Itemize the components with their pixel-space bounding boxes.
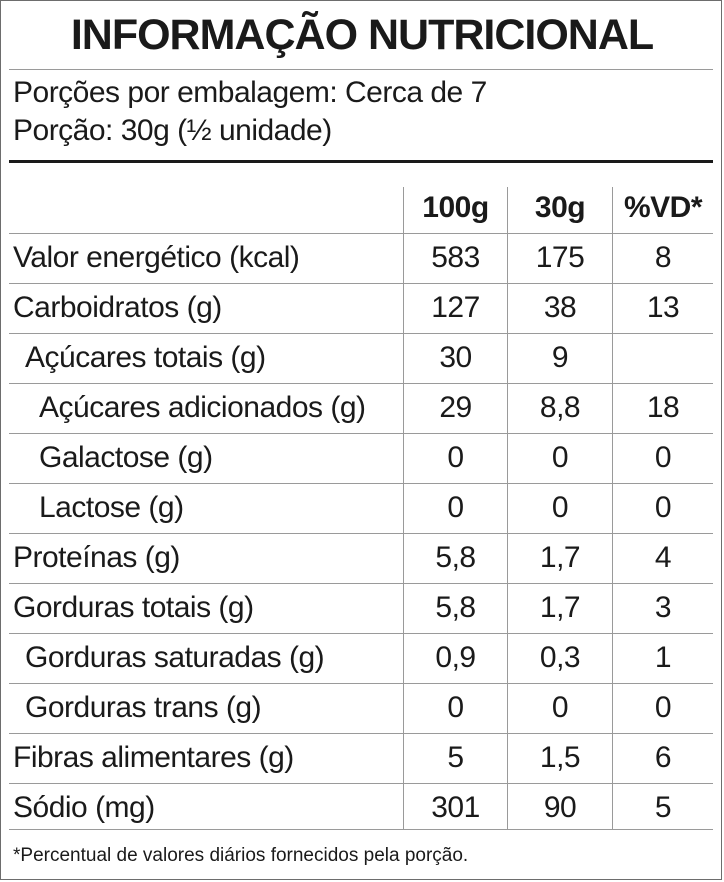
value-per-100g: 583 <box>431 241 480 274</box>
column-header-vd: %VD* <box>623 191 703 224</box>
nutrient-label: Sódio (mg) <box>13 791 155 824</box>
nutrient-label: Açúcares adicionados (g) <box>39 391 366 424</box>
value-per-30g: 0,3 <box>539 641 581 674</box>
value-per-100g: 127 <box>431 291 480 324</box>
row-divider <box>9 283 713 284</box>
value-daily-percent: 0 <box>654 441 672 474</box>
label-title: INFORMAÇÃO NUTRICIONAL <box>70 11 654 59</box>
row-divider <box>9 533 713 534</box>
value-daily-percent: 13 <box>646 291 680 324</box>
column-header-100g: 100g <box>422 191 489 224</box>
value-daily-percent <box>613 333 713 383</box>
row-divider <box>9 383 713 384</box>
column-divider <box>403 187 404 829</box>
row-divider <box>9 733 713 734</box>
column-divider <box>612 187 613 829</box>
nutrient-label: Fibras alimentares (g) <box>13 741 294 774</box>
value-daily-percent: 0 <box>654 491 672 524</box>
serving-divider <box>9 160 713 163</box>
value-per-30g: 38 <box>543 291 577 324</box>
row-divider <box>9 783 713 784</box>
footnote: *Percentual de valores diários fornecido… <box>13 845 469 866</box>
value-per-100g: 29 <box>439 391 472 424</box>
row-divider <box>9 433 713 434</box>
nutrient-label: Carboidratos (g) <box>13 291 222 324</box>
value-per-100g: 5 <box>447 741 464 774</box>
nutrient-label: Gorduras trans (g) <box>25 691 262 724</box>
row-divider <box>9 483 713 484</box>
value-daily-percent: 5 <box>654 791 672 824</box>
value-per-30g: 9 <box>551 341 569 374</box>
nutrient-label: Açúcares totais (g) <box>25 341 266 374</box>
nutrient-label: Galactose (g) <box>39 441 213 474</box>
value-daily-percent: 18 <box>646 391 680 424</box>
row-divider <box>9 633 713 634</box>
value-daily-percent: 3 <box>654 591 672 624</box>
value-daily-percent: 4 <box>654 541 672 574</box>
column-header-30g: 30g <box>534 191 586 224</box>
value-daily-percent: 8 <box>654 241 672 274</box>
value-per-100g: 301 <box>431 791 480 824</box>
serving-size: Porção: 30g (½ unidade) <box>13 114 332 147</box>
title-divider <box>9 69 713 70</box>
nutrient-label: Gorduras totais (g) <box>13 591 254 624</box>
nutrient-label: Gorduras saturadas (g) <box>25 641 325 674</box>
value-per-30g: 0 <box>551 491 569 524</box>
column-divider <box>507 187 508 829</box>
value-per-30g: 175 <box>535 241 585 274</box>
row-divider <box>9 233 713 234</box>
value-per-100g: 0 <box>447 491 464 524</box>
row-divider <box>9 683 713 684</box>
value-per-30g: 1,7 <box>539 591 581 624</box>
value-per-30g: 0 <box>551 441 569 474</box>
value-per-30g: 8,8 <box>539 391 581 424</box>
nutrient-label: Proteínas (g) <box>13 541 180 574</box>
value-per-100g: 30 <box>439 341 472 374</box>
value-per-30g: 1,5 <box>539 741 581 774</box>
value-per-100g: 0 <box>447 441 464 474</box>
value-daily-percent: 1 <box>654 641 672 674</box>
value-daily-percent: 0 <box>654 691 672 724</box>
value-per-30g: 0 <box>551 691 569 724</box>
value-per-100g: 0 <box>447 691 464 724</box>
nutrient-label: Lactose (g) <box>39 491 184 524</box>
value-daily-percent: 6 <box>654 741 672 774</box>
nutrient-label: Valor energético (kcal) <box>13 241 300 274</box>
servings-per-package: Porções por embalagem: Cerca de 7 <box>13 76 487 109</box>
value-per-100g: 5,8 <box>435 591 476 624</box>
value-per-100g: 0,9 <box>435 641 476 674</box>
footer-divider <box>9 829 713 830</box>
row-divider <box>9 583 713 584</box>
value-per-30g: 90 <box>543 791 577 824</box>
value-per-30g: 1,7 <box>539 541 581 574</box>
row-divider <box>9 333 713 334</box>
value-per-100g: 5,8 <box>435 541 476 574</box>
